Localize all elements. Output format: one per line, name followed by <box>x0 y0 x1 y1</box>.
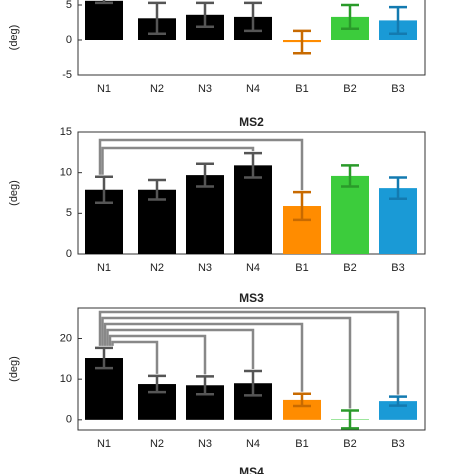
bar <box>85 0 123 41</box>
error-bar <box>196 375 214 396</box>
error-bar <box>341 3 359 31</box>
error-bar <box>293 29 311 55</box>
error-bar <box>244 1 262 33</box>
x-tick-label: N3 <box>198 262 212 274</box>
y-tick-label: -5 <box>62 69 72 81</box>
error-bar <box>196 1 214 28</box>
chart-title: MS3 <box>239 291 264 305</box>
x-tick-label: N4 <box>246 438 260 450</box>
error-bar <box>293 190 311 222</box>
y-tick-label: 10 <box>60 373 72 385</box>
x-tick-label: B2 <box>343 438 356 450</box>
y-tick-label: 0 <box>66 248 72 260</box>
x-tick-label: B2 <box>343 83 356 95</box>
y-tick-label: 0 <box>66 34 72 46</box>
x-tick-label: N1 <box>97 83 111 95</box>
x-tick-label: B3 <box>391 438 404 450</box>
significance-bracket <box>106 328 255 370</box>
x-tick-label: N2 <box>150 262 164 274</box>
error-bar <box>389 395 407 407</box>
error-bar <box>389 176 407 200</box>
x-tick-label: N1 <box>97 262 111 274</box>
y-tick-label: 10 <box>60 167 72 179</box>
error-bar <box>244 369 262 397</box>
y-axis-label: (deg) <box>8 356 20 382</box>
significance-bracket <box>101 316 352 409</box>
bar <box>283 399 321 420</box>
x-tick-label: N4 <box>246 262 260 274</box>
x-tick-label: B1 <box>295 438 308 450</box>
significance-bracket <box>108 334 207 375</box>
significance-bracket <box>111 340 159 374</box>
x-tick-label: B3 <box>391 262 404 274</box>
bar <box>331 175 369 254</box>
axes-box <box>77 307 426 431</box>
significance-bracket <box>98 138 304 191</box>
x-tick-label: N3 <box>198 438 212 450</box>
significance-bracket <box>101 146 255 175</box>
error-bar <box>389 5 407 35</box>
x-tick-label: N3 <box>198 83 212 95</box>
error-bar <box>95 346 113 370</box>
error-bar <box>148 1 166 35</box>
error-bar <box>148 374 166 394</box>
x-tick-label: B1 <box>295 83 308 95</box>
error-bar <box>341 409 359 430</box>
error-bar <box>95 175 113 205</box>
x-tick-label: B3 <box>391 83 404 95</box>
x-tick-label: B1 <box>295 262 308 274</box>
chart-title: MS2 <box>239 115 264 129</box>
y-axis-label: (deg) <box>8 180 20 206</box>
error-bar <box>196 162 214 188</box>
chart-title: MS4 <box>239 465 264 474</box>
y-axis-label: (deg) <box>8 25 20 51</box>
bar <box>186 175 224 254</box>
y-tick-label: 5 <box>66 0 72 11</box>
y-tick-label: 5 <box>66 207 72 219</box>
x-tick-label: N2 <box>150 83 164 95</box>
y-tick-label: 15 <box>60 126 72 138</box>
x-tick-label: N2 <box>150 438 164 450</box>
bar <box>234 165 272 254</box>
y-tick-label: 0 <box>66 414 72 426</box>
error-bar <box>244 151 262 179</box>
error-bar <box>95 0 113 5</box>
axes-box <box>77 0 426 76</box>
y-tick-label: 20 <box>60 332 72 344</box>
error-bar <box>341 164 359 188</box>
x-tick-label: N1 <box>97 438 111 450</box>
x-tick-label: B2 <box>343 262 356 274</box>
x-tick-label: N4 <box>246 83 260 95</box>
bar <box>379 401 417 420</box>
significance-bracket <box>98 310 400 395</box>
error-bar <box>148 178 166 201</box>
significance-bracket <box>103 322 304 392</box>
error-bar <box>293 392 311 408</box>
